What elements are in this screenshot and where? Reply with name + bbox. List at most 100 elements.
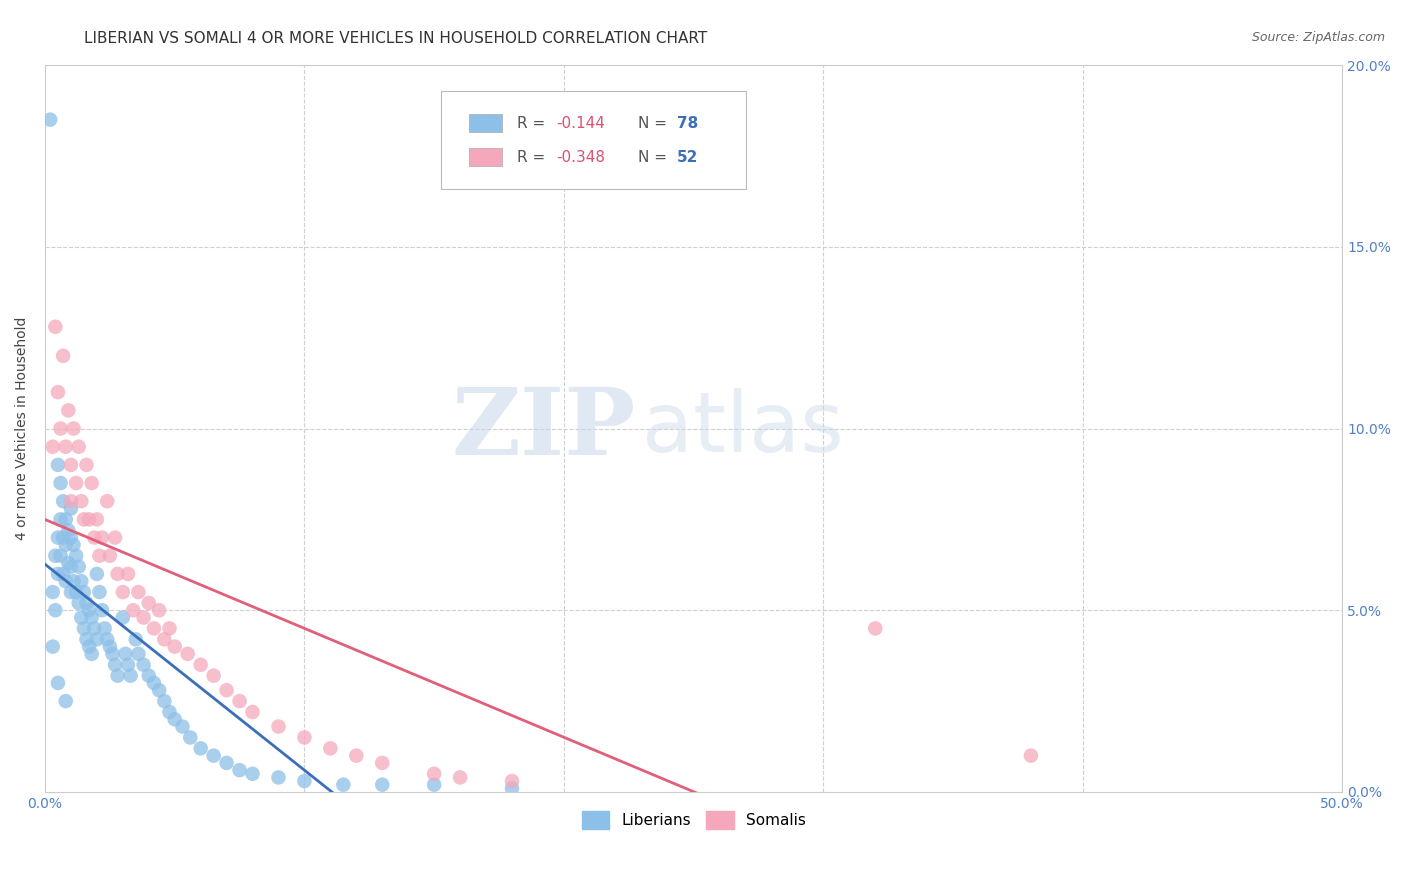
Point <box>111 610 134 624</box>
Point <box>111 585 134 599</box>
Point <box>83 531 105 545</box>
Point <box>190 741 212 756</box>
Point <box>423 766 446 780</box>
Text: R =: R = <box>517 116 550 131</box>
Point <box>39 112 62 127</box>
Point <box>93 622 115 636</box>
Point <box>179 731 201 745</box>
Point <box>55 538 77 552</box>
Point <box>46 676 69 690</box>
Point <box>58 523 80 537</box>
Point <box>76 596 98 610</box>
Point <box>449 771 471 785</box>
Point <box>332 778 354 792</box>
Point <box>86 632 108 647</box>
Point <box>107 668 129 682</box>
Point <box>58 556 80 570</box>
Point <box>501 781 523 796</box>
Y-axis label: 4 or more Vehicles in Household: 4 or more Vehicles in Household <box>15 317 30 541</box>
Point <box>77 512 100 526</box>
Point <box>104 657 127 672</box>
Point <box>55 574 77 589</box>
Point <box>267 720 290 734</box>
Point <box>371 778 394 792</box>
Point <box>202 748 225 763</box>
Point <box>80 647 103 661</box>
Point <box>59 531 82 545</box>
Point <box>127 585 149 599</box>
Point <box>42 640 65 654</box>
Point <box>91 603 114 617</box>
Point <box>62 574 84 589</box>
Point <box>148 603 170 617</box>
Point <box>86 512 108 526</box>
Point <box>190 657 212 672</box>
Point <box>319 741 342 756</box>
Point <box>70 494 93 508</box>
Point <box>267 771 290 785</box>
Point <box>242 705 264 719</box>
Point <box>70 574 93 589</box>
Point <box>159 705 181 719</box>
Point <box>132 610 155 624</box>
FancyBboxPatch shape <box>470 114 502 132</box>
Point <box>55 440 77 454</box>
Point <box>46 531 69 545</box>
Point <box>49 512 72 526</box>
Point <box>294 774 316 789</box>
Point <box>49 421 72 435</box>
Point <box>501 774 523 789</box>
Point <box>107 566 129 581</box>
Point <box>55 512 77 526</box>
Point <box>138 668 160 682</box>
Point <box>67 559 90 574</box>
Point <box>59 559 82 574</box>
Point <box>159 622 181 636</box>
Point <box>294 731 316 745</box>
Point <box>62 421 84 435</box>
Legend: Liberians, Somalis: Liberians, Somalis <box>575 805 811 835</box>
Text: -0.348: -0.348 <box>557 150 605 165</box>
Point <box>163 712 186 726</box>
Point <box>46 566 69 581</box>
Point <box>371 756 394 770</box>
Point <box>42 440 65 454</box>
Point <box>117 566 139 581</box>
Point <box>58 403 80 417</box>
Point <box>55 694 77 708</box>
Point <box>96 632 118 647</box>
Point <box>104 531 127 545</box>
Point <box>77 603 100 617</box>
Point <box>52 531 75 545</box>
Point <box>76 632 98 647</box>
Text: R =: R = <box>517 150 550 165</box>
Point <box>132 657 155 672</box>
Point <box>148 683 170 698</box>
Point <box>65 585 87 599</box>
Point <box>89 585 111 599</box>
Point <box>98 549 121 563</box>
Point <box>46 385 69 400</box>
Point <box>89 549 111 563</box>
Point <box>163 640 186 654</box>
Point <box>42 585 65 599</box>
Point <box>52 494 75 508</box>
Point <box>73 585 96 599</box>
Point <box>176 647 198 661</box>
Point <box>67 440 90 454</box>
Text: ZIP: ZIP <box>451 384 636 474</box>
Point <box>80 476 103 491</box>
Point <box>423 778 446 792</box>
Point <box>59 501 82 516</box>
Point <box>865 622 887 636</box>
FancyBboxPatch shape <box>470 148 502 167</box>
Text: Source: ZipAtlas.com: Source: ZipAtlas.com <box>1251 31 1385 45</box>
Point <box>344 748 367 763</box>
Point <box>44 603 66 617</box>
Point <box>49 549 72 563</box>
Point <box>125 632 148 647</box>
Point <box>122 603 145 617</box>
Point <box>62 538 84 552</box>
Point <box>49 476 72 491</box>
Point <box>59 494 82 508</box>
